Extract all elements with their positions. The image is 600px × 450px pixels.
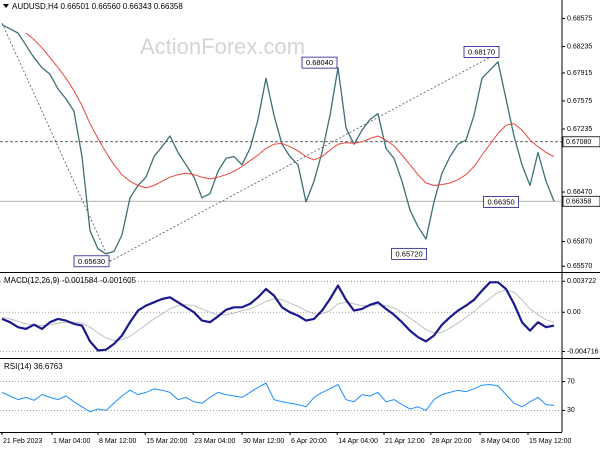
y-tick-label: 0.67575 [567,98,592,105]
y-tick-label: -0.004716 [567,348,599,355]
trend-line [1,22,111,262]
annotation-label: 0.66350 [488,197,515,206]
price-label: 0.66358 [566,199,591,206]
trend-line [109,51,501,262]
watermark: ActionForex.com [140,34,305,59]
y-tick-label: 0.68575 [567,15,592,22]
annotation-box [301,56,338,69]
y-tick-label: 0.68235 [567,43,592,50]
annotation-box [463,46,500,58]
price-label: 0.67080 [566,139,591,146]
x-tick-label: 15 May 12:00 [529,438,572,445]
y-tick-label: 0.66470 [567,189,592,196]
x-tick-label: 30 Mar 12:00 [243,438,284,445]
price-label-box [562,136,600,148]
y-tick-label: 0.67235 [567,126,592,133]
y-tick-label: 0.67915 [567,70,592,77]
x-tick-label: 1 Mar 04:00 [53,438,90,445]
pane-title: RSI(14) 36.6763 [4,362,63,371]
series-line [1,281,555,352]
y-tick-label: 0.003722 [567,278,596,285]
x-tick-label: 23 Mar 04:00 [194,438,235,445]
y-tick-label: 0.65570 [567,263,592,270]
annotation-label: 0.65630 [78,257,105,266]
x-tick-label: 21 Apr 12:00 [385,438,425,445]
annotation-label: 0.65720 [396,249,423,258]
annotation-label: 0.68170 [468,47,495,56]
x-tick-label: 15 Mar 20:00 [146,438,187,445]
series-line [1,382,555,413]
price-label-box [562,195,600,207]
x-tick-label: 21 Feb 2023 [3,438,42,445]
menu-icon [3,4,9,8]
pane-title: AUDUSD,H4 0.66501 0.66560 0.66343 0.6635… [12,2,183,11]
annotation-box [73,255,110,268]
x-tick-label: 8 May 04:00 [481,438,520,445]
x-tick-label: 8 Mar 12:00 [99,438,136,445]
pane-title: MACD(12,26,9) -0.001584 -0.001605 [4,276,137,285]
annotation-box [483,196,520,208]
y-tick-label: 30 [567,407,575,414]
series-line [1,289,555,341]
annotation-box [391,247,428,260]
y-tick-label: 0.65870 [567,238,592,245]
y-tick-label: 70 [567,378,575,385]
y-tick-label: 0.00 [567,309,581,316]
series-line [25,32,555,189]
series-line [1,24,555,255]
annotation-label: 0.68040 [306,58,333,67]
x-tick-label: 28 Apr 20:00 [432,438,472,445]
x-tick-label: 14 Apr 04:00 [338,438,378,445]
x-tick-label: 6 Apr 20:00 [291,438,327,445]
